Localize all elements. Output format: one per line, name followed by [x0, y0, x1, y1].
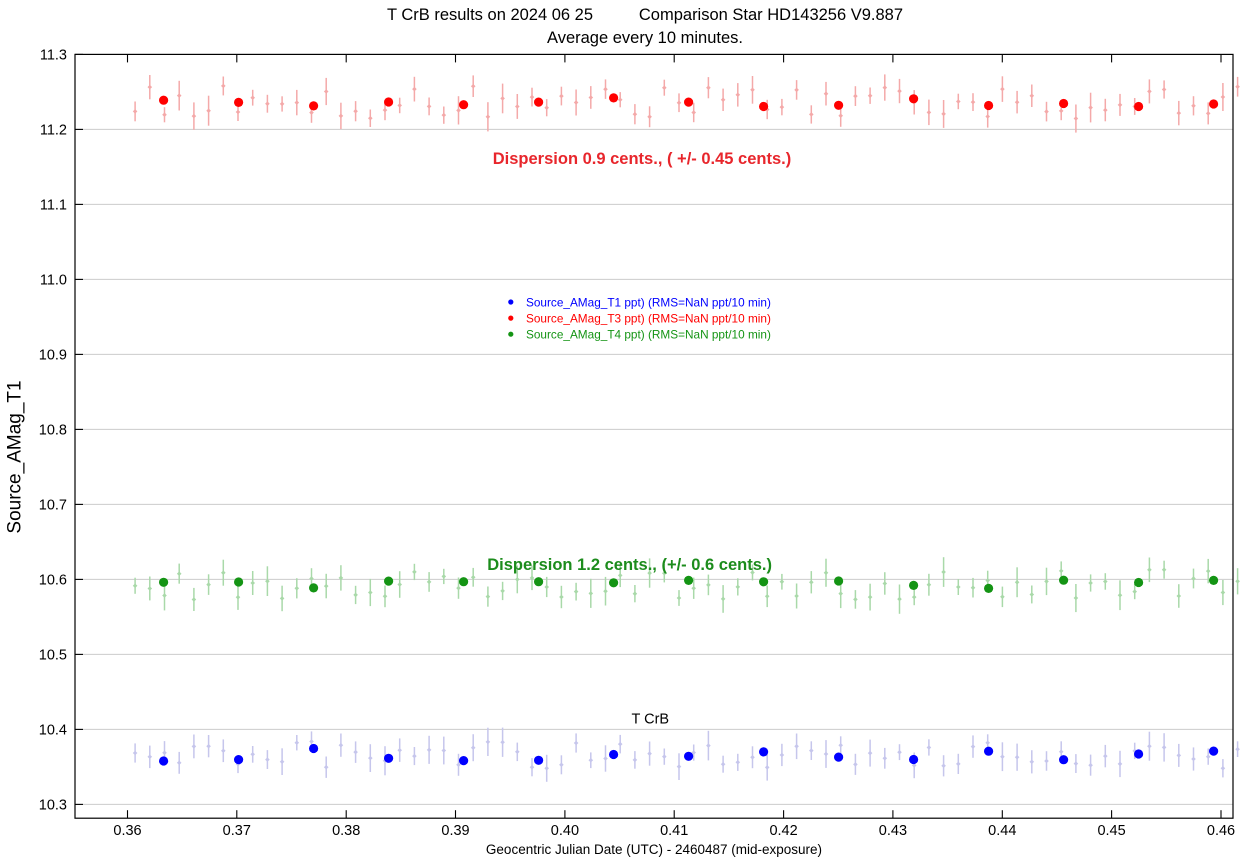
- svg-text:Source_AMag_T4 ppt) (RMS=NaN p: Source_AMag_T4 ppt) (RMS=NaN ppt/10 min): [526, 328, 771, 342]
- svg-text:0.40: 0.40: [551, 823, 579, 839]
- svg-text:11.1: 11.1: [40, 197, 67, 213]
- svg-text:0.37: 0.37: [223, 823, 251, 839]
- svg-text:T CrB: T CrB: [631, 712, 669, 728]
- svg-text:Geocentric Julian Date (UTC) -: Geocentric Julian Date (UTC) - 2460487 (…: [486, 842, 822, 857]
- svg-text:0.41: 0.41: [660, 823, 688, 839]
- svg-text:0.46: 0.46: [1207, 823, 1235, 839]
- svg-text:10.8: 10.8: [39, 422, 67, 438]
- svg-text:10.3: 10.3: [39, 797, 67, 813]
- svg-text:0.45: 0.45: [1097, 823, 1125, 839]
- svg-text:10.4: 10.4: [39, 722, 67, 738]
- svg-text:0.44: 0.44: [988, 823, 1016, 839]
- svg-text:11.3: 11.3: [40, 47, 67, 63]
- svg-text:0.43: 0.43: [879, 823, 907, 839]
- svg-text:10.7: 10.7: [39, 497, 67, 513]
- svg-text:10.9: 10.9: [39, 347, 67, 363]
- svg-text:Dispersion 0.9 cents., ( +/- 0: Dispersion 0.9 cents., ( +/- 0.45 cents.…: [493, 150, 792, 168]
- svg-text:Source_AMag_T1: Source_AMag_T1: [5, 380, 26, 533]
- svg-text:10.6: 10.6: [39, 572, 67, 588]
- svg-text:0.39: 0.39: [441, 823, 469, 839]
- svg-text:0.36: 0.36: [113, 823, 141, 839]
- svg-text:Source_AMag_T1 ppt) (RMS=NaN p: Source_AMag_T1 ppt) (RMS=NaN ppt/10 min): [526, 295, 771, 309]
- svg-text:Dispersion 1.2 cents., (+/- 0.: Dispersion 1.2 cents., (+/- 0.6 cents.): [487, 556, 772, 574]
- svg-text:10.5: 10.5: [39, 647, 67, 663]
- svg-text:11.0: 11.0: [40, 272, 67, 288]
- svg-text:0.42: 0.42: [769, 823, 797, 839]
- svg-text:Source_AMag_T3 ppt) (RMS=NaN p: Source_AMag_T3 ppt) (RMS=NaN ppt/10 min): [526, 311, 771, 325]
- svg-text:11.2: 11.2: [40, 122, 67, 138]
- svg-text:0.38: 0.38: [332, 823, 360, 839]
